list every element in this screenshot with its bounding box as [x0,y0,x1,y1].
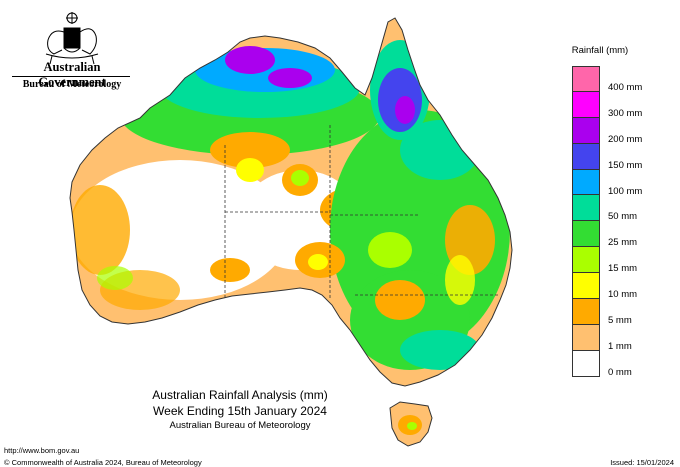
legend-label: 15 mm [608,263,638,275]
legend-label: 300 mm [608,107,643,119]
copyright-text: © Commonwealth of Australia 2024, Bureau… [4,458,202,467]
legend-title: Rainfall (mm) [571,45,629,56]
legend-label: 1 mm [608,340,632,352]
legend-swatch [572,117,600,144]
legend-label: 10 mm [608,289,638,301]
legend-swatch [572,195,600,222]
legend-swatch [572,169,600,196]
issued-date: Issued: 15/01/2024 [610,458,674,467]
legend-label: 25 mm [608,237,638,249]
legend-swatch [572,91,600,118]
legend-swatch [572,143,600,170]
government-label: Australian Government [38,60,106,89]
legend-swatch [572,221,600,248]
header-divider [12,76,130,77]
legend-swatch [572,66,600,92]
map-title: Australian Rainfall Analysis (mm) [152,388,328,402]
map-subtitle: Week Ending 15th January 2024 [153,404,327,418]
rainfall-map [69,17,513,447]
legend-label: 150 mm [608,159,643,171]
legend-swatch [572,299,600,325]
map-title-block: Australian Rainfall Analysis (mm) Week E… [110,387,370,432]
legend-label: 400 mm [608,81,643,93]
legend-swatch [572,324,600,351]
legend-label: 100 mm [608,185,643,197]
legend-label: 200 mm [608,133,643,145]
legend-swatch [572,247,600,274]
legend-scale [572,66,600,377]
agency-label: Bureau of Meteorology [22,79,122,90]
legend-label: 50 mm [608,211,638,223]
bom-url-link[interactable]: http://www.bom.gov.au [4,446,80,455]
legend-swatch [572,273,600,300]
legend-label: 5 mm [608,315,632,326]
legend-label: 0 mm [608,366,632,378]
legend-swatch [572,350,600,377]
coat-of-arms-icon [45,12,99,65]
tasmania [389,401,433,447]
map-source: Australian Bureau of Meteorology [169,420,311,431]
